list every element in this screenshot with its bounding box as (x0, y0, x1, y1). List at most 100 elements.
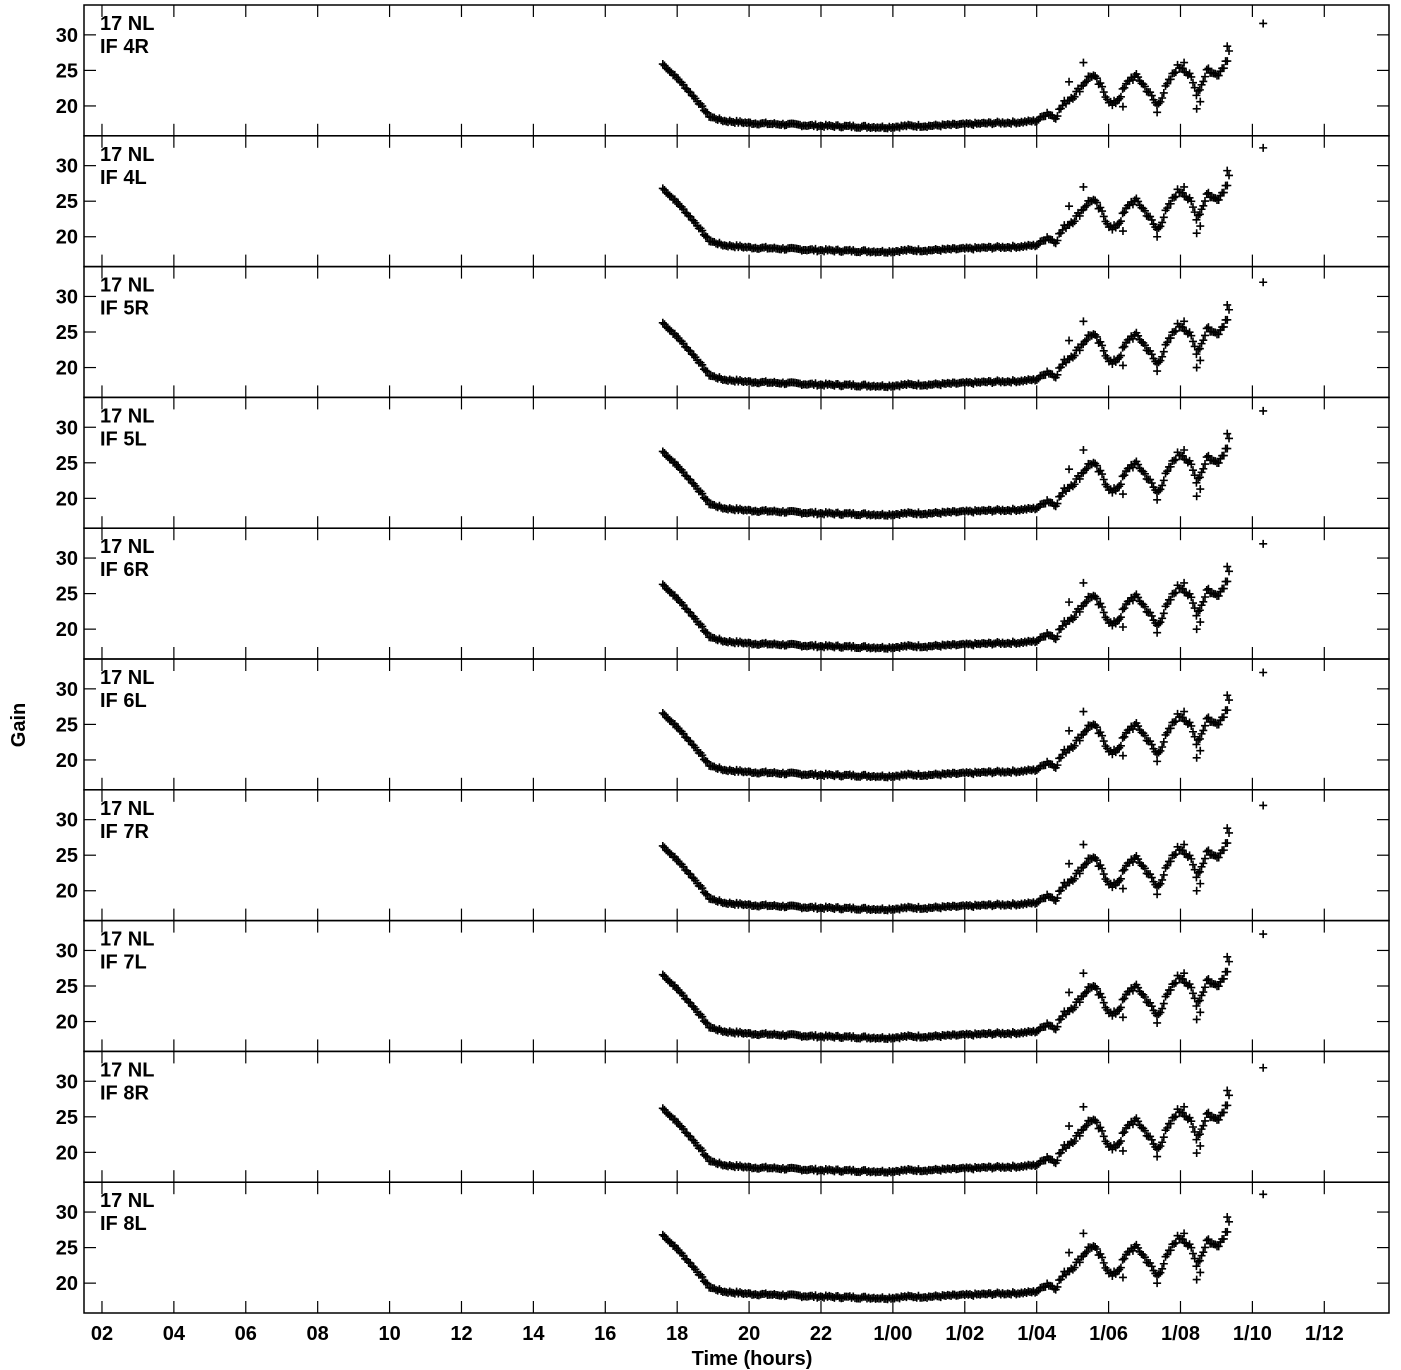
data-point (1096, 1249, 1105, 1258)
data-point (1147, 215, 1156, 224)
data-point (1194, 1257, 1203, 1266)
data-point (1032, 117, 1041, 126)
data-point (1070, 92, 1079, 101)
data-point (1199, 201, 1208, 210)
x-tick-label: 1/10 (1233, 1323, 1272, 1345)
data-point (1214, 982, 1223, 991)
y-tick-label: 20 (56, 1273, 78, 1295)
data-point-outlier (1118, 751, 1127, 760)
data-point (1223, 1227, 1232, 1236)
data-point (1140, 82, 1149, 91)
data-point (1134, 1117, 1143, 1126)
data-point (1185, 1113, 1194, 1122)
x-tick-label: 1/12 (1305, 1323, 1344, 1345)
data-point (1118, 733, 1127, 742)
y-axis-title: Gain (8, 703, 30, 747)
data-point-outlier (1223, 562, 1232, 571)
data-point (1195, 1256, 1204, 1265)
data-point (703, 233, 712, 242)
data-point (1187, 331, 1196, 340)
data-point (1170, 327, 1179, 336)
data-points (658, 668, 1268, 782)
y-tick-label: 25 (56, 714, 78, 736)
data-point (1214, 853, 1223, 862)
data-point (1156, 618, 1165, 627)
data-point (665, 848, 674, 857)
data-point (1199, 988, 1208, 997)
data-point (1188, 989, 1197, 998)
x-tick-label: 04 (163, 1323, 186, 1345)
data-point (703, 496, 712, 505)
data-point (1053, 1282, 1062, 1291)
data-point-outlier (1259, 278, 1268, 287)
data-point-outlier (1223, 166, 1232, 175)
data-point (1098, 470, 1107, 479)
data-point (698, 884, 707, 893)
data-point (1204, 323, 1213, 332)
data-point (1070, 480, 1079, 489)
data-point (1187, 460, 1196, 469)
data-point-outlier (1118, 623, 1127, 632)
data-point (1053, 632, 1062, 641)
panel-if-label: IF 8L (100, 1213, 147, 1235)
data-point (1171, 455, 1180, 464)
data-point (1098, 731, 1107, 740)
data-point (1118, 472, 1127, 481)
data-point (1166, 334, 1175, 343)
data-point (1082, 1247, 1091, 1256)
data-point (665, 454, 674, 463)
data-point (1147, 478, 1156, 487)
panel-if-label: IF 7L (100, 952, 147, 974)
data-point (1199, 597, 1208, 606)
data-point (1171, 192, 1180, 201)
data-point (1192, 215, 1201, 224)
y-tick-label: 30 (56, 940, 78, 962)
data-point (1159, 1259, 1168, 1268)
data-point (1187, 1243, 1196, 1252)
data-point (1134, 197, 1143, 206)
data-point (1098, 603, 1107, 612)
data-point (1159, 1133, 1168, 1142)
data-point (701, 366, 710, 375)
data-point (1158, 743, 1167, 752)
data-point-outlier (1259, 406, 1268, 415)
data-point (1118, 209, 1127, 218)
data-point-outlier (1065, 1248, 1074, 1257)
data-point (1163, 861, 1172, 870)
data-point (1158, 481, 1167, 490)
data-point (1158, 875, 1167, 884)
data-point (1214, 330, 1223, 339)
data-point (1154, 1270, 1163, 1279)
data-point (1154, 99, 1163, 108)
data-point (1154, 223, 1163, 232)
data-point (1147, 1262, 1156, 1271)
data-point (1156, 746, 1165, 755)
data-point-outlier (1118, 490, 1127, 499)
data-point (1134, 722, 1143, 731)
data-point (1201, 1116, 1209, 1125)
x-tick-label: 12 (450, 1323, 472, 1345)
data-point (1199, 464, 1208, 473)
data-point (1178, 188, 1187, 197)
data-point-outlier (1192, 753, 1201, 762)
data-point-outlier (1259, 19, 1268, 28)
data-point (1192, 1135, 1201, 1144)
data-point (1195, 1130, 1204, 1139)
data-point (1032, 1287, 1041, 1296)
data-point (1032, 1161, 1041, 1170)
data-point (1092, 332, 1101, 341)
data-point (1140, 1253, 1149, 1262)
data-point (1185, 851, 1194, 860)
data-point (1070, 874, 1079, 883)
data-point-outlier (1065, 336, 1074, 345)
data-point (1223, 1101, 1232, 1110)
data-point (658, 841, 667, 850)
data-point (1166, 985, 1175, 994)
data-point (1170, 193, 1179, 202)
data-point (665, 1111, 674, 1120)
data-point (1120, 83, 1129, 92)
data-point (1096, 599, 1105, 608)
data-point (1159, 213, 1168, 222)
data-point-outlier (1259, 1063, 1268, 1072)
